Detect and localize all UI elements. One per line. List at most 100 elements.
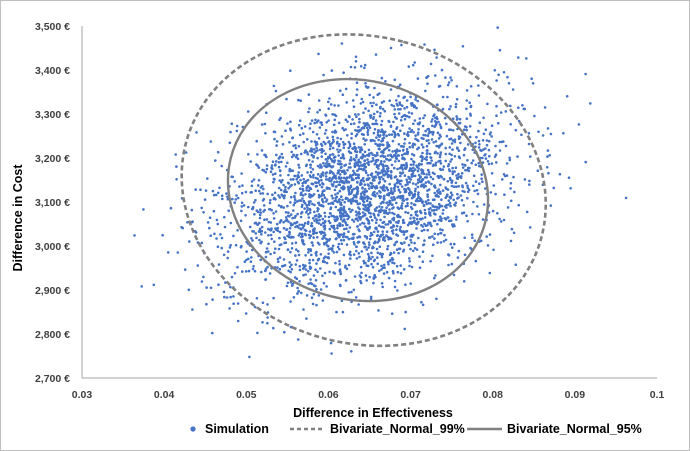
simulation-point: [438, 123, 442, 126]
simulation-point: [227, 209, 230, 212]
simulation-point: [441, 95, 445, 99]
simulation-point: [383, 209, 386, 212]
simulation-point: [451, 246, 454, 249]
simulation-point: [325, 261, 329, 265]
simulation-point: [295, 248, 298, 251]
simulation-point: [321, 237, 324, 240]
simulation-point: [395, 224, 399, 228]
simulation-point: [335, 230, 339, 234]
simulation-point: [361, 221, 364, 225]
simulation-point: [142, 208, 145, 211]
simulation-point: [392, 120, 395, 124]
simulation-point: [229, 295, 232, 299]
simulation-point: [343, 220, 346, 223]
simulation-point: [310, 296, 314, 300]
simulation-point: [357, 228, 360, 231]
simulation-point: [360, 148, 364, 152]
simulation-point: [357, 158, 361, 162]
simulation-point: [322, 161, 325, 165]
simulation-point: [293, 196, 296, 199]
simulation-point: [191, 220, 194, 223]
simulation-point: [319, 223, 323, 226]
simulation-point: [464, 181, 468, 185]
simulation-point: [401, 124, 404, 127]
simulation-point: [295, 220, 299, 224]
simulation-point: [450, 181, 454, 184]
simulation-point: [307, 213, 310, 216]
simulation-point: [456, 147, 459, 150]
simulation-point: [336, 162, 340, 166]
simulation-point: [376, 251, 380, 255]
simulation-point: [330, 194, 334, 198]
simulation-point: [451, 139, 455, 142]
simulation-point: [323, 164, 326, 168]
simulation-point: [320, 123, 324, 126]
simulation-point: [216, 191, 220, 195]
simulation-point: [254, 189, 257, 192]
simulation-point: [366, 174, 370, 177]
simulation-point: [377, 224, 381, 227]
simulation-point: [370, 151, 373, 155]
simulation-point: [427, 198, 430, 202]
simulation-point: [373, 216, 377, 219]
simulation-point: [437, 202, 441, 206]
simulation-point: [283, 237, 287, 241]
simulation-point: [255, 236, 258, 240]
simulation-point: [380, 206, 384, 209]
simulation-point: [391, 139, 395, 143]
simulation-point: [409, 213, 413, 217]
simulation-point: [364, 205, 367, 209]
simulation-point: [402, 114, 405, 117]
simulation-point: [375, 151, 379, 155]
simulation-point: [362, 207, 365, 211]
simulation-point: [480, 173, 484, 176]
simulation-point: [307, 248, 310, 251]
simulation-point: [448, 107, 451, 111]
simulation-point: [431, 118, 434, 121]
simulation-point: [289, 178, 293, 181]
simulation-point: [452, 198, 456, 202]
simulation-point: [509, 187, 512, 190]
simulation-point: [397, 159, 401, 163]
simulation-point: [375, 184, 378, 188]
simulation-point: [437, 175, 440, 178]
simulation-point: [339, 166, 343, 169]
simulation-point: [410, 169, 414, 173]
simulation-point: [266, 303, 269, 306]
simulation-point: [336, 148, 339, 151]
simulation-point: [466, 159, 469, 162]
simulation-point: [347, 140, 351, 144]
simulation-point: [451, 223, 454, 226]
simulation-point: [331, 130, 334, 134]
simulation-point: [426, 151, 429, 155]
simulation-point: [377, 209, 381, 213]
simulation-point: [294, 191, 297, 195]
simulation-point: [399, 107, 402, 111]
simulation-point: [358, 120, 361, 124]
simulation-point: [457, 149, 461, 152]
simulation-point: [274, 89, 278, 93]
simulation-point: [401, 202, 404, 205]
simulation-point: [314, 118, 317, 122]
simulation-point: [475, 188, 479, 192]
simulation-point: [325, 237, 328, 241]
simulation-point: [248, 225, 252, 229]
simulation-point: [349, 122, 353, 126]
simulation-point: [438, 190, 442, 194]
simulation-point: [421, 260, 425, 264]
simulation-point: [328, 153, 332, 157]
simulation-point: [310, 253, 313, 257]
simulation-point: [479, 148, 482, 152]
simulation-point: [317, 196, 321, 199]
simulation-point: [412, 163, 415, 166]
simulation-point: [266, 192, 270, 196]
simulation-point: [316, 270, 319, 274]
simulation-point: [233, 272, 237, 275]
simulation-point: [278, 179, 282, 182]
simulation-point: [421, 303, 425, 307]
simulation-point: [467, 169, 471, 173]
simulation-point: [235, 194, 238, 197]
simulation-point: [444, 146, 448, 150]
simulation-point: [333, 159, 337, 162]
simulation-point: [392, 154, 396, 157]
